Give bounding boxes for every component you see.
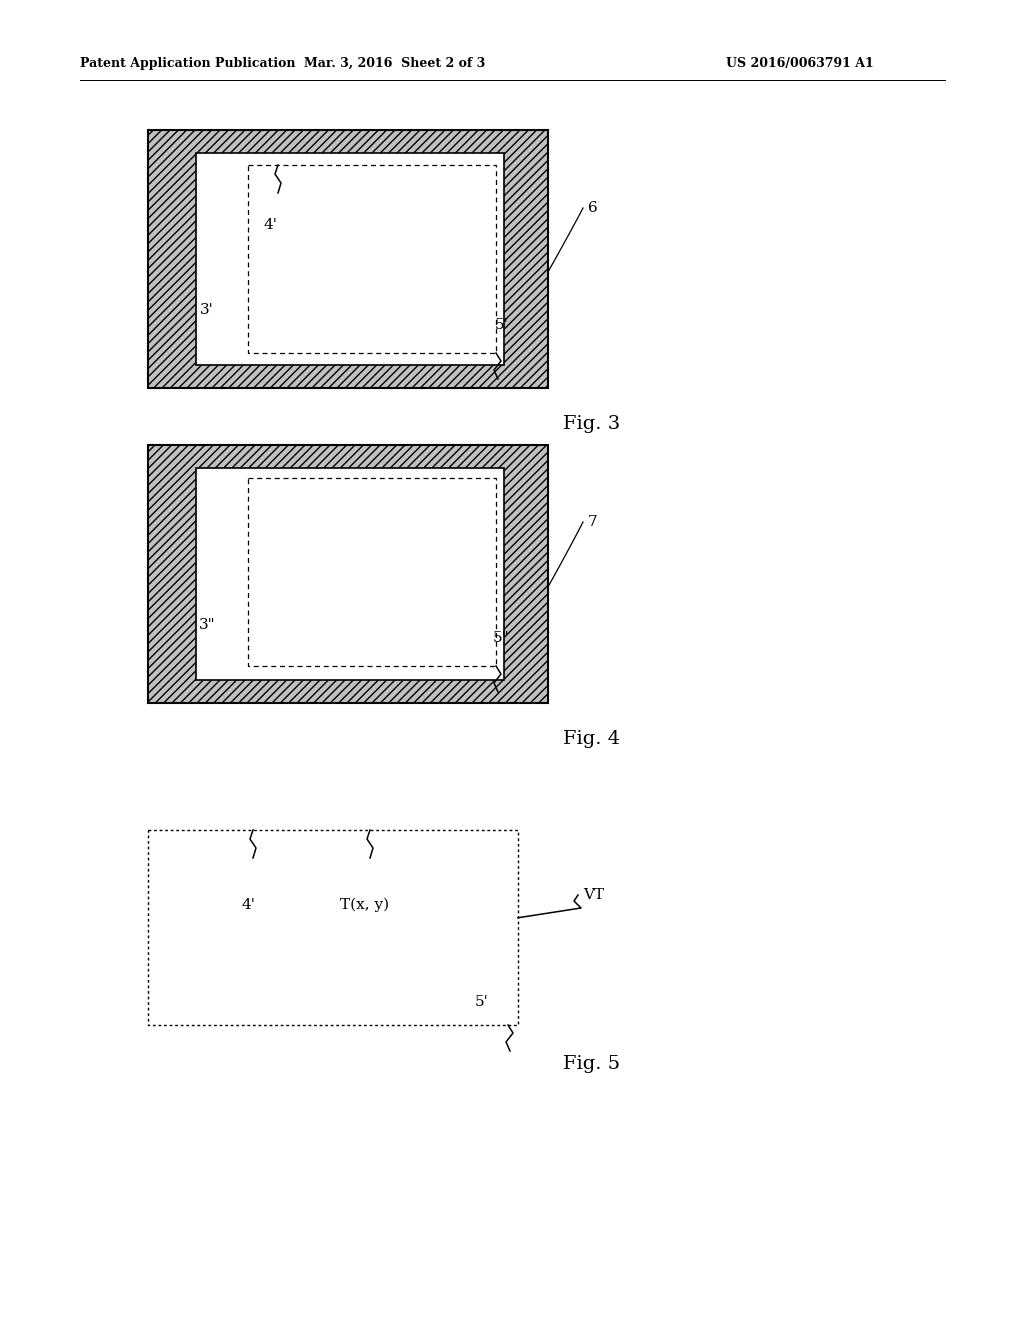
Bar [148,830,518,1026]
Bar [148,445,548,704]
Bar [148,129,548,388]
Text: 3': 3' [200,304,214,317]
Text: Fig. 5: Fig. 5 [563,1055,621,1073]
Text: 3": 3" [199,618,215,632]
Text: 5': 5' [475,995,488,1008]
Text: Patent Application Publication: Patent Application Publication [80,57,296,70]
Text: 7: 7 [588,515,598,529]
Text: Fig. 3: Fig. 3 [563,414,621,433]
Bar [248,165,496,352]
Text: Fig. 4: Fig. 4 [563,730,621,748]
Text: T(x, y): T(x, y) [340,898,389,912]
Bar [196,153,504,366]
Bar [196,469,504,680]
Text: 5': 5' [495,318,509,333]
Text: US 2016/0063791 A1: US 2016/0063791 A1 [726,57,873,70]
Text: Mar. 3, 2016  Sheet 2 of 3: Mar. 3, 2016 Sheet 2 of 3 [304,57,485,70]
Text: 4': 4' [263,218,276,232]
Text: 4': 4' [241,898,255,912]
Bar [248,478,496,667]
Text: 5": 5" [493,631,510,645]
Text: 6: 6 [588,201,598,215]
Text: VT: VT [583,888,604,902]
